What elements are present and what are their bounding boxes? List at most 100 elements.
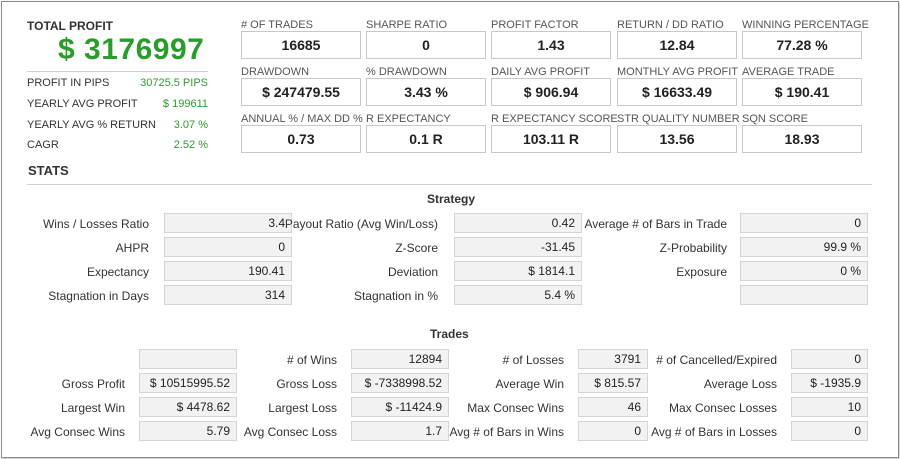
summary-row-pips: PROFIT IN PIPS 30725.5 PIPS bbox=[27, 77, 208, 95]
metric-label: WINNING PERCENTAGE bbox=[742, 19, 869, 31]
metric-value: $ 16633.49 bbox=[617, 78, 737, 106]
strategy-value: $ 1814.1 bbox=[454, 261, 582, 281]
trades-label: Max Consec Wins bbox=[467, 401, 564, 415]
metric-value: 12.84 bbox=[617, 31, 737, 59]
summary-label: CAGR bbox=[27, 139, 59, 151]
trades-label: Avg # of Bars in Wins bbox=[449, 425, 565, 439]
trades-value: 0 bbox=[791, 421, 868, 441]
summary-value: 30725.5 PIPS bbox=[140, 77, 208, 89]
trades-value: $ -11424.9 bbox=[351, 397, 449, 417]
stats-title: STATS bbox=[28, 163, 69, 178]
summary-label: YEARLY AVG PROFIT bbox=[27, 98, 138, 110]
divider bbox=[27, 71, 208, 72]
trades-value: 46 bbox=[578, 397, 648, 417]
metric-value: $ 190.41 bbox=[742, 78, 862, 106]
strategy-value: 190.41 bbox=[164, 261, 292, 281]
trades-label: Gross Profit bbox=[61, 377, 125, 391]
metric-label: # OF TRADES bbox=[241, 19, 313, 31]
metric-label: RETURN / DD RATIO bbox=[617, 19, 724, 31]
strategy-value: 99.9 % bbox=[740, 237, 868, 257]
strategy-label: Expectancy bbox=[86, 265, 149, 279]
summary-value: 3.07 % bbox=[173, 119, 208, 131]
total-profit-value: $ 3176997 bbox=[58, 33, 205, 66]
trades-title: Trades bbox=[430, 327, 469, 341]
summary-value: 2.52 % bbox=[173, 139, 208, 151]
trades-value: $ -7338998.52 bbox=[351, 373, 449, 393]
strategy-label: Z-Score bbox=[395, 241, 438, 255]
trades-label: Largest Win bbox=[60, 401, 125, 415]
strategy-value: -31.45 bbox=[454, 237, 582, 257]
summary-label: PROFIT IN PIPS bbox=[27, 77, 110, 89]
metric-label: STR QUALITY NUMBER bbox=[617, 113, 740, 125]
summary-row-yearly-return: YEARLY AVG % RETURN 3.07 % bbox=[27, 119, 208, 137]
metric-value: 77.28 % bbox=[742, 31, 862, 59]
strategy-value: 5.4 % bbox=[454, 285, 582, 305]
trades-label: Gross Loss bbox=[276, 377, 337, 391]
metric-value: 18.93 bbox=[742, 125, 862, 153]
trades-label: Avg Consec Wins bbox=[30, 425, 125, 439]
strategy-label: Deviation bbox=[387, 265, 438, 279]
strategy-value: 314 bbox=[164, 285, 292, 305]
metric-label: AVERAGE TRADE bbox=[742, 66, 835, 78]
metric-value: 13.56 bbox=[617, 125, 737, 153]
metric-label: DAILY AVG PROFIT bbox=[491, 66, 591, 78]
trades-value: $ 815.57 bbox=[578, 373, 648, 393]
metric-value: $ 906.94 bbox=[491, 78, 611, 106]
strategy-value bbox=[740, 285, 868, 305]
metric-label: SHARPE RATIO bbox=[366, 19, 448, 31]
metric-label: SQN SCORE bbox=[742, 113, 809, 125]
trades-label: Average Win bbox=[495, 377, 564, 391]
trades-value: $ -1935.9 bbox=[791, 373, 868, 393]
metric-value: $ 247479.55 bbox=[241, 78, 361, 106]
summary-row-yearly-profit: YEARLY AVG PROFIT $ 199611 bbox=[27, 98, 208, 116]
trades-value: 5.79 bbox=[139, 421, 237, 441]
strategy-title: Strategy bbox=[427, 192, 476, 206]
metric-label: DRAWDOWN bbox=[241, 66, 310, 78]
summary-row-cagr: CAGR 2.52 % bbox=[27, 139, 208, 157]
strategy-value: 0.42 bbox=[454, 213, 582, 233]
strategy-value: 3.4 bbox=[164, 213, 292, 233]
metric-label: PROFIT FACTOR bbox=[491, 19, 579, 31]
summary-value: $ 199611 bbox=[162, 98, 208, 110]
trades-label: Largest Loss bbox=[268, 401, 337, 415]
strategy-label: Average # of Bars in Trade bbox=[584, 217, 727, 231]
trades-value: 0 bbox=[578, 421, 648, 441]
metric-value: 3.43 % bbox=[366, 78, 486, 106]
strategy-label: AHPR bbox=[115, 241, 149, 255]
trades-label: # of Wins bbox=[286, 353, 337, 367]
trades-label: Avg Consec Loss bbox=[243, 425, 337, 439]
trades-value: $ 10515995.52 bbox=[139, 373, 237, 393]
strategy-label: Wins / Losses Ratio bbox=[42, 217, 149, 231]
trades-value bbox=[139, 349, 237, 369]
trades-label: # of Losses bbox=[502, 353, 564, 367]
metric-label: R EXPECTANCY bbox=[366, 113, 451, 125]
metric-label: ANNUAL % / MAX DD % bbox=[241, 113, 363, 125]
trades-value: 12894 bbox=[351, 349, 449, 369]
trades-label: Max Consec Losses bbox=[668, 401, 777, 415]
strategy-label: Payout Ratio (Avg Win/Loss) bbox=[284, 217, 438, 231]
strategy-value: 0 % bbox=[740, 261, 868, 281]
trades-value: 0 bbox=[791, 349, 868, 369]
metric-value: 1.43 bbox=[491, 31, 611, 59]
strategy-label: Z-Probability bbox=[659, 241, 727, 255]
metric-label: R EXPECTANCY SCORE bbox=[491, 113, 618, 125]
metric-value: 103.11 R bbox=[491, 125, 611, 153]
trades-label: # of Cancelled/Expired bbox=[656, 353, 777, 367]
metric-label: MONTHLY AVG PROFIT bbox=[617, 66, 739, 78]
divider bbox=[27, 184, 872, 185]
strategy-label: Stagnation in Days bbox=[48, 289, 149, 303]
strategy-label: Exposure bbox=[676, 265, 727, 279]
metric-label: % DRAWDOWN bbox=[366, 66, 447, 78]
metric-value: 0 bbox=[366, 31, 486, 59]
strategy-value: 0 bbox=[164, 237, 292, 257]
metric-value: 0.73 bbox=[241, 125, 361, 153]
summary-label: YEARLY AVG % RETURN bbox=[27, 119, 156, 131]
strategy-label: Stagnation in % bbox=[353, 289, 438, 303]
trades-value: 10 bbox=[791, 397, 868, 417]
trades-label: Average Loss bbox=[703, 377, 777, 391]
strategy-value: 0 bbox=[740, 213, 868, 233]
total-profit-label: TOTAL PROFIT bbox=[27, 19, 113, 33]
trades-value: 3791 bbox=[578, 349, 648, 369]
trades-value: $ 4478.62 bbox=[139, 397, 237, 417]
